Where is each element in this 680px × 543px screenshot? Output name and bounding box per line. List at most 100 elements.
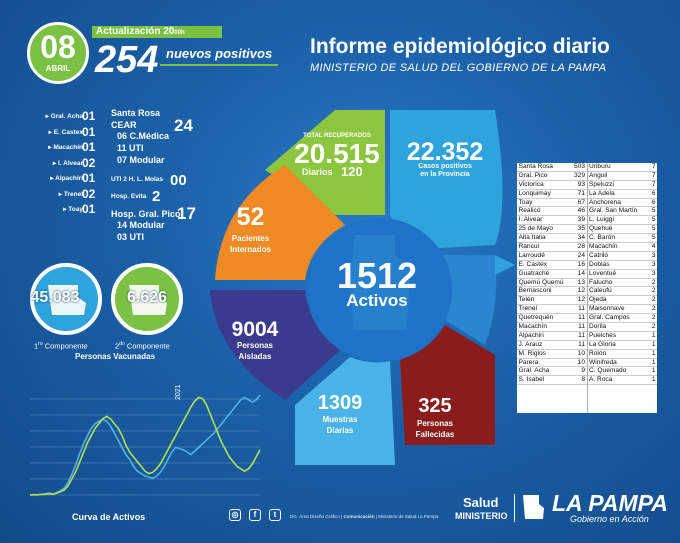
table-cell-value: 16 bbox=[577, 260, 585, 268]
series-line-1 bbox=[29, 396, 261, 496]
instagram-icon[interactable]: ◎ bbox=[229, 509, 241, 521]
province-map-icon bbox=[48, 285, 86, 315]
table-row: Quehué 5 bbox=[587, 225, 657, 235]
twitter-icon[interactable]: t bbox=[269, 509, 281, 521]
table-cell-name: Quemú Quemú bbox=[518, 278, 564, 286]
table-cell-value: 10 bbox=[577, 349, 585, 357]
vaccine-first-label-num: 1 bbox=[34, 341, 39, 351]
table-cell-name: Maisonnave bbox=[589, 305, 625, 313]
table-row: Toay 67 bbox=[517, 199, 587, 208]
vaccine-second-value: 6.626 bbox=[126, 289, 168, 306]
evita-label: Hosp. Evita bbox=[111, 193, 147, 200]
table-cell-name: Quetrequén bbox=[518, 314, 554, 322]
footer-ministry: Ministerio de Salud La Pampa bbox=[378, 514, 439, 519]
cases-by-locality-table: Santa Rosa 503 Gral. Pico 329 Victorica 93 Lon… bbox=[517, 163, 657, 413]
active-curve-chart: 2021 bbox=[29, 384, 261, 496]
cear-uti: 11 UTI bbox=[117, 143, 144, 153]
table-row: A. Roca 1 bbox=[587, 376, 657, 386]
date-day: 08 bbox=[40, 29, 76, 65]
recovered-label: TOTAL RECUPERADOS bbox=[303, 133, 371, 139]
table-row: Realicó 46 bbox=[517, 207, 587, 217]
table-cell-value: 1 bbox=[651, 367, 656, 375]
table-cell-value: 11 bbox=[578, 331, 585, 339]
active-value: 1512 bbox=[336, 255, 418, 296]
table-cell-value: 329 bbox=[573, 171, 585, 179]
table-row: Victorica 93 bbox=[517, 181, 587, 190]
locality-value: 01 bbox=[82, 109, 96, 123]
table-cell-value: 12 bbox=[577, 287, 585, 295]
locality-value: 02 bbox=[82, 155, 96, 170]
table-cell-name: Gral. Acha bbox=[518, 367, 550, 375]
table-cell-name: M. Riglos bbox=[518, 349, 546, 357]
vaccine-caption: Personas Vacunadas bbox=[75, 352, 156, 361]
table-row: C. Barón 5 bbox=[587, 234, 657, 244]
daily-label: Diarios bbox=[302, 167, 333, 177]
table-cell-name: Anguil bbox=[589, 171, 608, 179]
table-row: Quemú Quemú 13 bbox=[517, 279, 587, 288]
table-row: Maisonnave 2 bbox=[587, 305, 657, 315]
province-logo-icon bbox=[523, 495, 544, 519]
positive-cases-label2: en la Provincia bbox=[420, 171, 470, 178]
arc-segment bbox=[410, 255, 497, 345]
samples-label1: Muestras bbox=[322, 415, 358, 424]
update-bar: Actualización 2000h bbox=[92, 26, 222, 38]
table-cell-name: Parera bbox=[518, 358, 539, 366]
table-cell-value: 24 bbox=[577, 251, 585, 259]
table-row: Gral. Campos 2 bbox=[587, 314, 657, 324]
positive-cases-value: 22.352 bbox=[406, 138, 484, 166]
table-cell-name: Gral. Pico bbox=[518, 171, 548, 179]
gobierno-label: Gobierno en Acción bbox=[570, 514, 649, 524]
table-cell-name: La Adela bbox=[589, 189, 615, 197]
table-cell-value: 1 bbox=[651, 340, 656, 348]
vaccine-second-label-text: Componente bbox=[126, 341, 170, 351]
table-cell-value: 6 bbox=[651, 189, 656, 197]
daily-value: 120 bbox=[341, 164, 363, 179]
table-cell-value: 46 bbox=[577, 207, 585, 215]
deceased-segment bbox=[400, 325, 495, 445]
table-row: Macachín 4 bbox=[587, 243, 657, 252]
isolated-label2: Aisladas bbox=[238, 352, 272, 361]
table-cell-value: 11 bbox=[578, 323, 585, 331]
table-cell-name: Caleufú bbox=[589, 287, 612, 295]
pico-modular: 14 Modular bbox=[117, 220, 165, 230]
table-cell-name: Macachín bbox=[589, 243, 618, 251]
page-title: Informe epidemiológico diario bbox=[310, 35, 610, 58]
table-cell-name: Rancul bbox=[518, 243, 540, 251]
hospitalized-label2: Internados bbox=[230, 245, 271, 254]
table-cell-value: 5 bbox=[651, 234, 656, 242]
deceased-label2: Fallecidas bbox=[415, 430, 455, 439]
locality-value: 02 bbox=[82, 186, 96, 201]
table-row: S. Isabel 8 bbox=[517, 376, 587, 386]
table-cell-name: 25 de Mayo bbox=[518, 225, 553, 233]
new-positives-count: 254 bbox=[95, 39, 159, 81]
deceased-label1: Personas bbox=[416, 419, 454, 428]
santa-rosa-label: Santa Rosa bbox=[111, 108, 161, 118]
table-cell-value: 3 bbox=[651, 260, 656, 268]
table-row: 25 de Mayo 35 bbox=[517, 225, 587, 235]
table-cell-name: I. Alvear bbox=[518, 216, 543, 224]
facebook-icon[interactable]: f bbox=[249, 509, 261, 521]
vaccine-second-label-num: 2 bbox=[115, 341, 120, 351]
locality-value: 01 bbox=[82, 124, 96, 139]
table-cell-name: C. Barón bbox=[589, 234, 616, 242]
locality-value: 01 bbox=[82, 140, 96, 154]
table-row: Trenel 11 bbox=[517, 305, 587, 315]
vaccine-first-label-sup: ro bbox=[38, 341, 43, 347]
cear-label: CEAR bbox=[111, 120, 137, 130]
locality-name: ▸ E. Castex bbox=[48, 128, 83, 136]
table-cell-name: Ojeda bbox=[589, 296, 607, 304]
table-row: E. Castex 16 bbox=[517, 261, 587, 270]
table-cell-name: Lonquimay bbox=[518, 189, 551, 197]
table-cell-value: 5 bbox=[651, 216, 656, 224]
table-cell-value: 2 bbox=[651, 323, 656, 331]
molas-value: 00 bbox=[170, 172, 187, 189]
hospitalized-label1: Pacientes bbox=[231, 234, 270, 243]
table-cell-value: 5 bbox=[651, 207, 656, 215]
table-cell-name: La Gloria bbox=[589, 340, 616, 348]
vaccine-second-label: 2do Componente bbox=[115, 341, 170, 351]
table-cell-name: Dorila bbox=[589, 323, 607, 331]
table-cell-name: Alta Italia bbox=[518, 234, 546, 242]
update-time-num: 20 bbox=[163, 26, 175, 37]
table-row: Winifreda 1 bbox=[587, 359, 657, 368]
ministerio-label: MINISTERIO bbox=[455, 511, 508, 521]
